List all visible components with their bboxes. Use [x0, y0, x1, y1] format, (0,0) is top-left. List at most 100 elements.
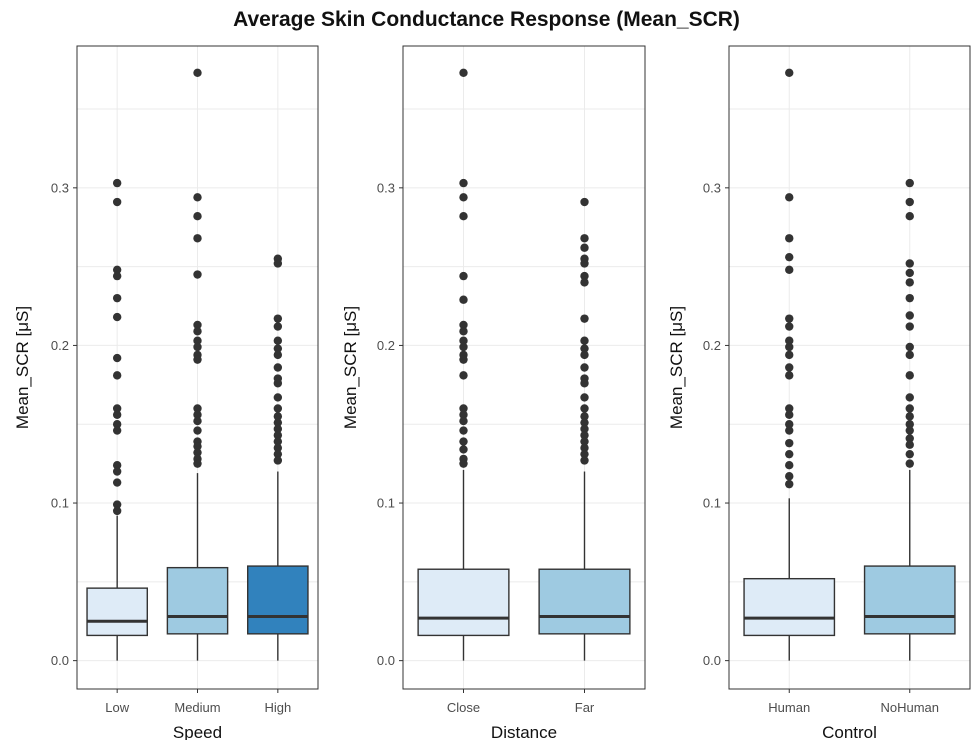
box-far	[538, 197, 631, 661]
outlier-point	[193, 193, 202, 202]
iqr-box	[538, 568, 631, 635]
outlier-point	[193, 342, 202, 352]
outlier-point	[905, 259, 914, 268]
outlier-point	[112, 506, 122, 516]
outlier-point	[905, 311, 914, 320]
outlier-point	[785, 479, 794, 489]
x-tick-label: Close	[447, 700, 480, 715]
outlier-point	[112, 478, 122, 487]
outlier-point	[112, 500, 122, 509]
outlier-point	[580, 456, 589, 465]
outlier-point	[905, 404, 914, 413]
y-tick-label: 0.0	[51, 653, 69, 668]
outlier-point	[459, 437, 468, 446]
box-human	[743, 68, 836, 661]
panel-border	[728, 45, 971, 690]
outlier-point	[580, 336, 589, 345]
y-tick-label: 0.0	[377, 653, 395, 668]
outlier-point	[785, 265, 794, 274]
outlier-point	[905, 178, 914, 188]
box-low	[86, 178, 148, 661]
outlier-point	[459, 426, 468, 435]
outlier-point	[785, 426, 794, 435]
outlier-point	[785, 336, 794, 345]
panel-speed: 0.0 0.1 0.2 0.3 Low Medium High Speed Mean_SCR […	[13, 45, 319, 740]
y-tick-label: 0.2	[703, 338, 721, 353]
outlier-point	[193, 327, 202, 336]
outlier-point	[785, 193, 794, 202]
outlier-point	[273, 363, 283, 372]
outlier-point	[459, 342, 468, 352]
outlier-point	[193, 320, 202, 330]
outlier-point	[785, 363, 794, 372]
outlier-point	[459, 416, 468, 426]
figure-title: Average Skin Conductance Response (Mean_…	[233, 8, 740, 31]
y-axis-title: Mean_SCR [μS]	[13, 306, 32, 429]
y-tick-label: 0.1	[51, 496, 69, 511]
outlier-point	[193, 212, 202, 221]
outlier-point	[193, 336, 202, 345]
box-high	[247, 254, 309, 661]
y-tick-label: 0.3	[51, 180, 69, 195]
outlier-point	[580, 443, 589, 453]
outlier-point	[785, 438, 794, 448]
x-tick-label: Medium	[174, 700, 220, 715]
outlier-point	[273, 344, 283, 353]
outlier-point	[193, 426, 202, 435]
outlier-point	[785, 234, 794, 243]
outlier-point	[459, 445, 468, 454]
outlier-point	[273, 424, 283, 434]
outlier-point	[580, 363, 589, 372]
outlier-point	[905, 412, 914, 421]
x-axis-title: Distance	[491, 723, 557, 740]
outlier-point	[459, 371, 468, 380]
outlier-point	[459, 193, 468, 202]
outlier-point	[785, 461, 794, 470]
outlier-point	[193, 270, 202, 279]
outlier-point	[273, 393, 283, 402]
outlier-point	[112, 293, 122, 303]
outlier-point	[459, 271, 468, 281]
outlier-point	[193, 410, 202, 419]
y-tick-label: 0.3	[377, 180, 395, 195]
outlier-point	[905, 197, 914, 207]
outlier-point	[273, 314, 283, 323]
y-tick-label: 0.2	[51, 338, 69, 353]
outlier-point	[580, 197, 589, 207]
x-tick-label: High	[264, 700, 291, 715]
box-nohuman	[863, 178, 956, 661]
outlier-point	[193, 68, 202, 77]
outlier-point	[580, 344, 589, 353]
outlier-point	[580, 234, 589, 243]
outlier-point	[580, 243, 589, 252]
outlier-point	[905, 426, 914, 435]
y-tick-label: 0.1	[703, 496, 721, 511]
outlier-point	[193, 404, 202, 413]
outlier-point	[273, 259, 283, 268]
outlier-point	[905, 434, 914, 443]
iqr-box	[166, 566, 229, 635]
x-tick-label: Far	[575, 700, 595, 715]
outlier-point	[785, 371, 794, 380]
outlier-point	[580, 379, 589, 388]
outlier-point	[273, 336, 283, 345]
outlier-point	[580, 431, 589, 440]
panel-border	[402, 45, 646, 690]
iqr-box	[863, 565, 956, 635]
outlier-point	[273, 322, 283, 331]
outlier-point	[112, 467, 122, 476]
outlier-point	[112, 353, 122, 363]
outlier-point	[459, 68, 468, 77]
outlier-point	[273, 404, 283, 413]
outlier-point	[785, 420, 794, 429]
outlier-point	[459, 327, 468, 336]
outlier-point	[580, 404, 589, 413]
outlier-point	[785, 252, 794, 262]
outlier-point	[112, 426, 122, 435]
iqr-box	[247, 565, 309, 635]
y-tick-label: 0.0	[703, 653, 721, 668]
outlier-point	[112, 265, 122, 274]
outlier-point	[193, 416, 202, 426]
